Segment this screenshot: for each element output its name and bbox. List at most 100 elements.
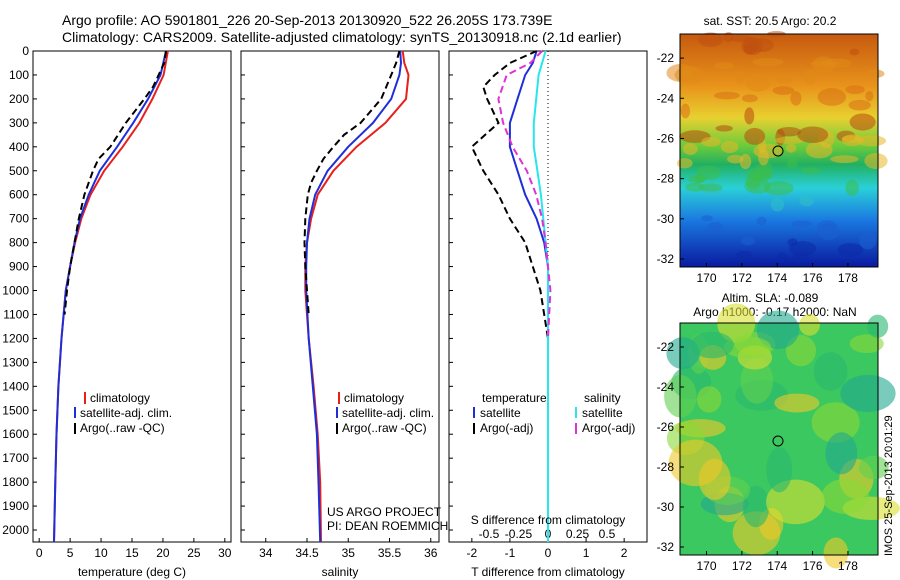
depth-tick-label: 300 <box>9 116 29 130</box>
legend-t-satellite: satellite <box>480 406 521 420</box>
texture-blob <box>799 195 814 207</box>
texture-blob <box>666 63 695 82</box>
texture-blob <box>840 374 896 413</box>
texture-blob <box>682 143 698 156</box>
texture-blob <box>792 253 809 264</box>
texture-blob <box>799 313 820 336</box>
texture-blob <box>745 76 771 92</box>
texture-blob <box>732 511 781 556</box>
texture-blob <box>741 236 756 246</box>
texture-blob <box>744 127 766 145</box>
sla-map-axes: 170 172 174 176 178 -22 -24 -26 -28 -30 -32 <box>657 340 859 573</box>
lon-tick-label: 174 <box>767 271 787 285</box>
difference-plot: -2 -1 0 1 2-0.5 -0.25 0 0.25 0.5 <box>467 50 628 560</box>
legend-salinity-title: salinity <box>584 391 621 405</box>
texture-blob <box>766 447 793 493</box>
texture-blob <box>740 358 774 404</box>
texture-blob <box>698 183 723 192</box>
texture-blob <box>849 48 860 56</box>
salinity-plot-frame <box>240 50 440 543</box>
series-line <box>508 50 549 542</box>
lon-tick-label: 174 <box>767 559 787 573</box>
lat-tick-label: -26 <box>657 420 675 434</box>
texture-blob <box>812 56 835 75</box>
depth-tick-label: 1600 <box>2 427 29 441</box>
texture-blob <box>729 35 753 42</box>
lat-tick-label: -28 <box>657 172 675 186</box>
s-tick-label: 0.25 <box>566 527 590 541</box>
timestamp-stamp: IMOS 25-Sep-2013 20:01:29 <box>883 415 895 556</box>
legend-climatology: climatology <box>90 391 150 405</box>
x-tick-label: -2 <box>467 546 478 560</box>
texture-blob <box>698 32 724 47</box>
texture-blob <box>823 537 849 569</box>
x-tick-label: 0 <box>545 546 552 560</box>
sst-map-frame <box>679 33 879 268</box>
lon-tick-label: 176 <box>803 271 823 285</box>
lat-tick-label: -30 <box>657 500 675 514</box>
x-tick-label: 36 <box>424 546 438 560</box>
x-tick-label: 34 <box>259 546 273 560</box>
texture-blob <box>707 221 724 233</box>
texture-blob <box>777 252 787 263</box>
legend-s-satellite: satellite <box>582 406 623 420</box>
texture-blob <box>791 220 813 228</box>
texture-blob <box>770 197 785 212</box>
depth-tick-label: 1400 <box>2 379 29 393</box>
x-tick-label: 1 <box>583 546 590 560</box>
texture-blob <box>849 113 876 131</box>
temperature-legend: climatology satellite-adj. clim. Argo(..… <box>74 391 172 435</box>
lat-tick-label: -24 <box>657 380 675 394</box>
depth-tick-label: 1100 <box>3 307 29 321</box>
pi-label: PI: DEAN ROEMMICH <box>327 519 448 533</box>
depth-tick-label: 1200 <box>2 331 29 345</box>
sla-map-title-1: Altim. SLA: -0.089 <box>722 291 819 305</box>
depth-tick-label: 1000 <box>2 284 29 298</box>
texture-blob <box>690 331 734 359</box>
x-tick-label: -1 <box>505 546 516 560</box>
legend-temperature-title: temperature <box>482 391 547 405</box>
texture-blob <box>817 223 840 241</box>
difference-legend: temperature satellite Argo(-adj) salinit… <box>473 391 635 435</box>
header-line2: Climatology: CARS2009. Satellite-adjuste… <box>62 29 622 45</box>
depth-tick-label: 200 <box>9 92 29 106</box>
texture-blob <box>720 140 739 154</box>
texture-blob <box>676 158 693 169</box>
texture-blob <box>756 310 800 350</box>
texture-blob <box>811 402 860 443</box>
texture-blob <box>714 62 734 70</box>
texture-blob <box>763 181 794 196</box>
depth-tick-label: 500 <box>9 164 29 178</box>
texture-blob <box>865 69 885 79</box>
texture-blob <box>735 70 745 85</box>
texture-blob <box>848 99 871 111</box>
s-tick-label: 0.5 <box>599 527 616 541</box>
texture-blob <box>786 158 798 169</box>
legend-argo: Argo(..raw -QC) <box>80 421 165 435</box>
temperature-axis-label: temperature (deg C) <box>78 565 186 579</box>
texture-blob <box>830 155 859 164</box>
depth-tick-label: 700 <box>9 212 29 226</box>
texture-blob <box>741 94 758 103</box>
series-line <box>305 50 403 543</box>
texture-blob <box>789 241 817 256</box>
depth-tick-label: 1900 <box>2 499 29 513</box>
lon-tick-label: 178 <box>838 271 858 285</box>
legend-argo: Argo(..raw -QC) <box>342 421 427 435</box>
argo-location-marker <box>772 145 784 157</box>
depth-tick-label: 800 <box>9 236 29 250</box>
series-line <box>532 50 549 542</box>
x-tick-label: 2 <box>621 546 628 560</box>
x-tick-label: 34.5 <box>295 546 319 560</box>
lat-tick-label: -22 <box>657 51 675 65</box>
texture-blob <box>864 153 888 169</box>
texture-blob <box>858 455 889 480</box>
texture-blob <box>797 126 829 144</box>
legend-climatology: climatology <box>344 391 404 405</box>
x-tick-label: 20 <box>156 546 170 560</box>
texture-blob <box>756 216 767 226</box>
header-line1: Argo profile: AO 5901801_226 20-Sep-2013… <box>62 12 553 28</box>
legend-t-argo: Argo(-adj) <box>480 421 533 435</box>
depth-tick-label: 600 <box>9 188 29 202</box>
